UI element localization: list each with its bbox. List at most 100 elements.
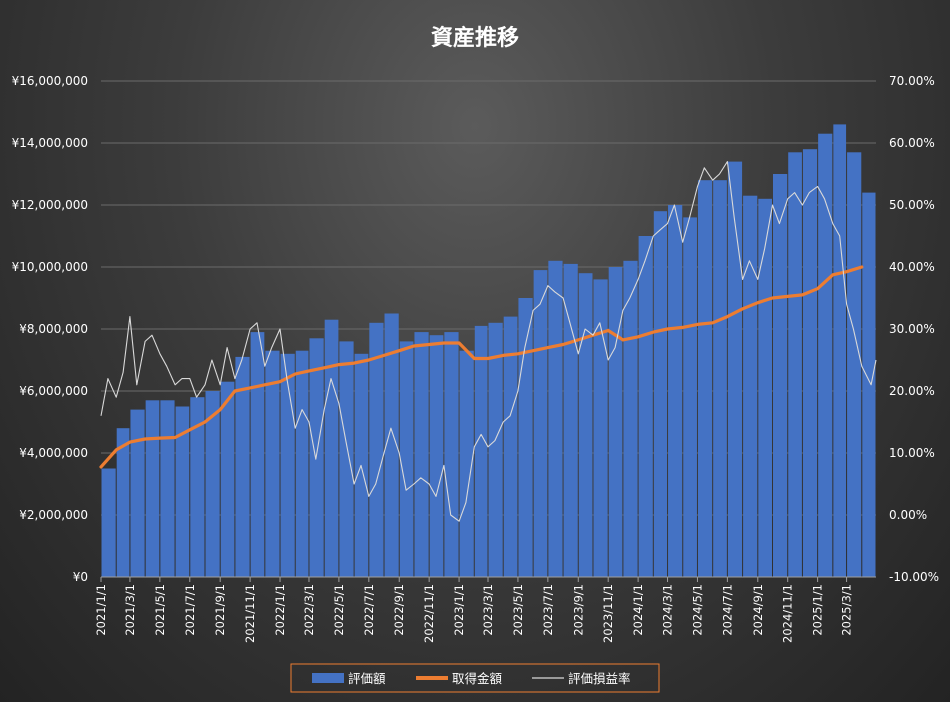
y-left-tick-label: ¥0	[73, 570, 88, 584]
x-tick-label: 2024/3/1	[661, 584, 675, 636]
x-tick-label: 2024/7/1	[720, 584, 734, 636]
axes: ¥0 ¥2,000,000 ¥4,000,000 ¥6,000,000 ¥8,000,0…	[12, 74, 939, 643]
valuation-bar	[683, 217, 697, 577]
valuation-bar	[653, 211, 668, 577]
legend-label-valuation: 評価額	[348, 671, 386, 686]
valuation-bar	[788, 152, 802, 578]
x-tick-label: 2024/11/1	[781, 584, 795, 643]
y-left-tick-label: ¥16,000,000	[12, 74, 88, 88]
valuation-bar	[190, 397, 205, 577]
x-tick-label: 2023/9/1	[571, 584, 585, 636]
y-right-tick-label: 20.00%	[889, 384, 935, 398]
x-tick-label: 2024/1/1	[631, 584, 645, 636]
valuation-bar	[429, 335, 444, 577]
valuation-bar	[399, 341, 414, 577]
x-tick-label: 2021/11/1	[243, 584, 257, 643]
series-lines	[99, 161, 877, 522]
y-left-tick-label: ¥14,000,000	[12, 136, 88, 150]
valuation-bar	[818, 133, 833, 577]
return-rate-line	[100, 161, 877, 522]
valuation-bar	[235, 356, 250, 577]
valuation-bar	[862, 192, 876, 577]
x-tick-label: 2025/3/1	[840, 584, 854, 636]
valuation-bar	[533, 270, 548, 577]
valuation-bar	[160, 400, 175, 577]
x-tick-label: 2023/3/1	[481, 584, 495, 636]
y-left-tick-label: ¥8,000,000	[19, 322, 88, 336]
valuation-bar	[833, 124, 847, 578]
valuation-bar	[101, 468, 116, 577]
y-right-tick-label: 60.00%	[889, 136, 935, 150]
valuation-bar	[638, 236, 653, 577]
x-tick-label: 2023/5/1	[511, 584, 525, 636]
x-tick-label: 2021/9/1	[213, 584, 227, 636]
valuation-bar	[758, 198, 773, 578]
y-left-tick-label: ¥2,000,000	[19, 508, 88, 522]
legend-frame	[290, 663, 660, 693]
x-tick-label: 2022/7/1	[362, 584, 376, 636]
x-tick-label: 2024/9/1	[751, 584, 765, 636]
cost-line	[99, 265, 864, 469]
valuation-bar	[295, 350, 309, 577]
y-left-tick-label: ¥10,000,000	[12, 260, 88, 274]
valuation-bar	[623, 260, 638, 577]
valuation-bar	[384, 313, 399, 577]
x-tick-label: 2021/1/1	[94, 584, 108, 636]
valuation-bar	[250, 332, 265, 577]
valuation-bar	[518, 298, 533, 577]
valuation-bar	[847, 152, 862, 578]
y-right-tick-label: 40.00%	[889, 260, 935, 274]
valuation-bar	[743, 195, 758, 577]
y-right-tick-label: 10.00%	[889, 446, 935, 460]
x-tick-label: 2022/1/1	[273, 584, 287, 636]
valuation-bar	[563, 263, 578, 577]
valuation-bar	[503, 316, 518, 577]
x-tick-label: 2021/3/1	[123, 584, 137, 636]
y-left-tick-label: ¥12,000,000	[12, 198, 88, 212]
valuation-bar	[802, 149, 818, 577]
y-right-tick-label: 30.00%	[889, 322, 935, 336]
valuation-bar	[578, 273, 593, 577]
valuation-bar	[130, 409, 145, 577]
valuation-bar	[414, 332, 429, 577]
valuation-bar	[324, 319, 339, 577]
valuation-bar	[697, 180, 713, 577]
x-tick-label: 2022/9/1	[392, 584, 406, 636]
valuation-bar	[608, 267, 623, 577]
x-tick-label: 2023/7/1	[541, 584, 555, 636]
x-tick-label: 2021/5/1	[153, 584, 167, 636]
valuation-bar	[280, 353, 295, 577]
x-tick-label: 2022/11/1	[422, 584, 436, 643]
valuation-bar	[773, 174, 788, 577]
y-left-tick-label: ¥6,000,000	[19, 384, 88, 398]
y-right-tick-label: 0.00%	[889, 508, 927, 522]
valuation-bar	[488, 322, 503, 577]
valuation-bar	[593, 279, 608, 577]
valuation-bar	[713, 180, 727, 577]
y-right-tick-label: -10.00%	[889, 570, 939, 584]
legend-label-cost: 取得金額	[452, 671, 503, 686]
y-right-tick-label: 50.00%	[889, 198, 935, 212]
valuation-bar	[145, 400, 160, 577]
valuation-bars	[101, 124, 876, 578]
legend: 評価額 取得金額 評価損益率	[290, 663, 660, 693]
valuation-bar	[220, 381, 235, 577]
legend-label-return: 評価損益率	[568, 671, 631, 686]
valuation-bar	[474, 325, 488, 577]
valuation-bar	[444, 332, 459, 577]
x-tick-label: 2022/3/1	[302, 584, 316, 636]
x-tick-label: 2025/1/1	[811, 584, 825, 636]
valuation-bar	[339, 341, 354, 577]
x-tick-label: 2023/1/1	[452, 584, 466, 636]
valuation-bar	[668, 205, 683, 577]
valuation-bar	[369, 322, 384, 577]
x-tick-label: 2022/5/1	[332, 584, 346, 636]
x-tick-label: 2023/11/1	[601, 584, 615, 643]
y-right-tick-label: 70.00%	[889, 74, 935, 88]
y-left-tick-label: ¥4,000,000	[19, 446, 88, 460]
valuation-bar	[265, 350, 280, 577]
legend-swatch-valuation	[312, 673, 344, 683]
x-tick-label: 2024/5/1	[690, 584, 704, 636]
